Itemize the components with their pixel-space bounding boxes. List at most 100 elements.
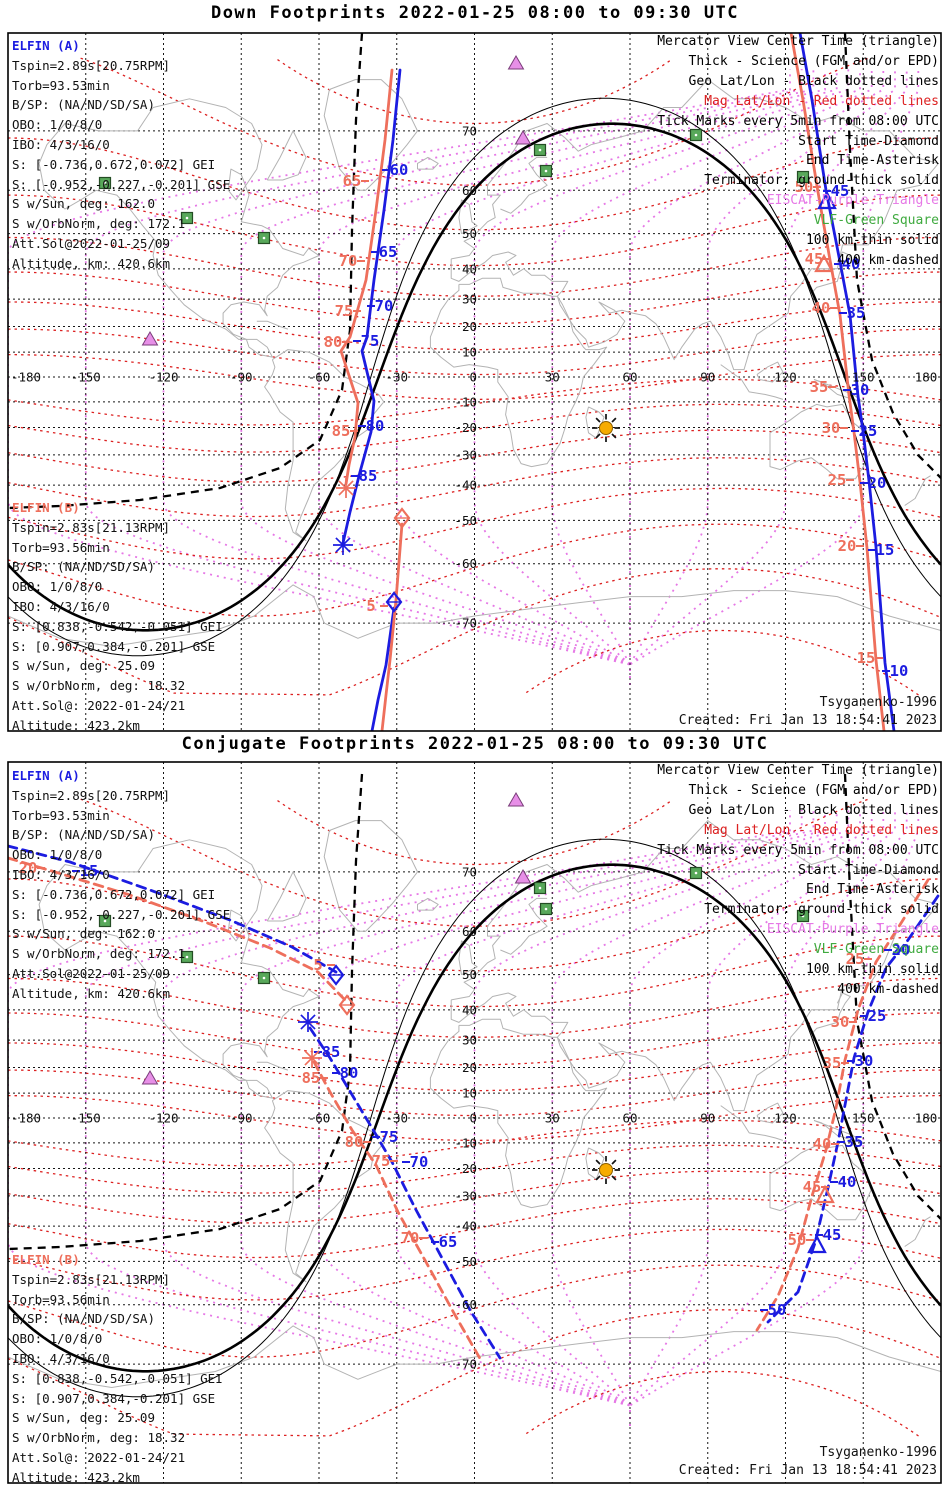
latitude-label: -50 (454, 513, 477, 528)
latitude-label: -20 (454, 420, 477, 435)
legend-line: 400 km-dashed (837, 252, 939, 268)
latitude-label: 20 (462, 319, 477, 334)
longitude-label: 150 (852, 370, 875, 385)
elfin-a-info-block-bottom: ELFIN (A) Tspin=2.89s[20.75RPM] Torb=93.53… (12, 766, 230, 1004)
latitude-label: -20 (454, 1161, 477, 1176)
elfin-b-info-block-top: ELFIN (B) Tspin=2.83s[21.13RPM] Torb=93.56… (12, 498, 223, 736)
coastline (756, 1102, 784, 1124)
latitude-label: 30 (462, 1033, 477, 1048)
legend-line: Mag Lat/Lon - Red dotted lines (704, 822, 939, 838)
elfin-b-track (789, 33, 886, 731)
coastline (811, 251, 851, 294)
tick-minute-label: 60 (390, 161, 409, 179)
mag-longitude-line (629, 810, 908, 1426)
end-time-asterisk (302, 1048, 322, 1068)
coastline (429, 1018, 608, 1209)
legend-line: End Time-Asterisk (805, 882, 939, 898)
credits-top: Tsyganenko-1996 Created: Fri Jan 13 18:54… (679, 694, 937, 729)
coastline (720, 364, 784, 400)
panel-title-conjugate: Conjugate Footprints 2022-01-25 08:00 to… (181, 734, 769, 754)
coastline (811, 992, 851, 1035)
tick-minute-label: 20 (838, 537, 857, 555)
mag-latitude-line (8, 457, 941, 518)
info-line: Altitude, km: 420.6km (12, 255, 171, 271)
coastline (38, 839, 320, 1099)
mag-latitude-line (8, 1198, 941, 1259)
coastline (323, 79, 418, 191)
tick-minute-label: 35 (823, 1054, 842, 1072)
longitude-label: -90 (230, 370, 253, 385)
eiscat-triangle-icon (141, 330, 159, 346)
tick-minute-label: 80 (345, 1133, 364, 1151)
mag-latitude-line (8, 1042, 941, 1092)
legend-line: Thick - Science (FGM and/or EPD) (688, 782, 939, 798)
longitude-label: -30 (385, 370, 408, 385)
tick-minute-label: 65 (379, 243, 398, 261)
tick-minute-label: 35 (845, 1133, 864, 1151)
tick-minute-label: 45 (803, 1178, 822, 1196)
coastline (500, 156, 548, 214)
tick-minute-label: 20 (892, 941, 911, 959)
legend-line: EISCAT-Purple Triangle (766, 922, 939, 938)
elfin-b-track (8, 856, 347, 1002)
tick-minute-label: 65 (343, 172, 362, 190)
legend-line: 100 km-thin solid (805, 233, 939, 249)
mag-longitude-line (629, 810, 896, 1426)
terminator-400km (8, 33, 364, 510)
latitude-label: -70 (454, 616, 477, 631)
latitude-label: 40 (462, 1002, 477, 1017)
longitude-label: 60 (622, 370, 637, 385)
longitude-label: -30 (385, 1111, 408, 1126)
elfin-a-info-block-top: ELFIN (A) Tspin=2.89s[20.75RPM] Torb=93.53… (12, 36, 230, 274)
model-label: Tsyganenko-1996 (819, 695, 937, 710)
tick-minute-label: 10 (890, 662, 909, 680)
latitude-label: 50 (462, 226, 477, 241)
coastline (756, 361, 784, 383)
latitude-label: -40 (454, 1219, 477, 1234)
tick-minute-label: 70 (401, 1229, 420, 1247)
elfin-b-track (312, 1060, 484, 1364)
eiscat-triangle-icon (507, 791, 525, 807)
legend-line: Terminator: ground-thick solid (704, 902, 939, 918)
latitude-label: -30 (454, 1188, 477, 1203)
terminator-ground (8, 122, 941, 632)
mag-longitude-line (473, 69, 861, 685)
info-line: S: [-0.952,-0.227,-0.201] GSE (12, 906, 231, 922)
subsolar-sun-icon (592, 1156, 620, 1184)
legend-line: Thick - Science (FGM and/or EPD) (688, 53, 939, 69)
mag-latitude-line (525, 1370, 921, 1438)
elfin-header: ELFIN (B) (12, 1252, 80, 1267)
info-line: OBO: 1/0/8/0 (12, 847, 103, 863)
longitude-label: -180 (11, 1111, 41, 1126)
tick-minute-label: 40 (838, 1173, 857, 1191)
longitude-label: -60 (308, 370, 331, 385)
latitude-label: 10 (462, 1086, 477, 1101)
info-line: Altitude: 423.2km (12, 717, 140, 733)
info-line: B/SP: (NA/ND/SD/SA) (12, 97, 155, 113)
tick-minute-label: 80 (324, 333, 343, 351)
elfin-b-info-block-bottom: ELFIN (B) Tspin=2.83s[21.13RPM] Torb=93.56… (12, 1250, 223, 1488)
legend-line: Mercator View Center Time (triangle) (657, 763, 939, 778)
tick-minute-label: 40 (812, 299, 831, 317)
longitude-label: -150 (71, 370, 101, 385)
info-line: S w/Sun, deg: 25.09 (12, 1410, 155, 1426)
tick-minute-label: 45 (805, 250, 824, 268)
mag-latitude-line (8, 935, 941, 1008)
latitude-label: -50 (454, 1254, 477, 1269)
longitude-label: 60 (622, 1111, 637, 1126)
tick-minute-label: 70 (339, 252, 358, 270)
info-line: S: [-0.736,0.672,0.072] GEI (12, 886, 216, 902)
terminator-400km (843, 33, 941, 479)
mag-longitude-line (8, 69, 791, 685)
longitude-label: -90 (230, 1111, 253, 1126)
longitude-label: 150 (852, 1111, 875, 1126)
elfin-b-track (380, 522, 404, 731)
info-line: S: [-0.736,0.672,0.072] GEI (12, 156, 216, 172)
latitude-label: -10 (454, 394, 477, 409)
elfin-a-track (8, 844, 338, 974)
tick-minute-label: 75 (380, 1128, 399, 1146)
eiscat-triangle-icon (507, 54, 525, 70)
tick-minute-label: 50 (788, 1231, 807, 1249)
coastline (323, 820, 418, 932)
